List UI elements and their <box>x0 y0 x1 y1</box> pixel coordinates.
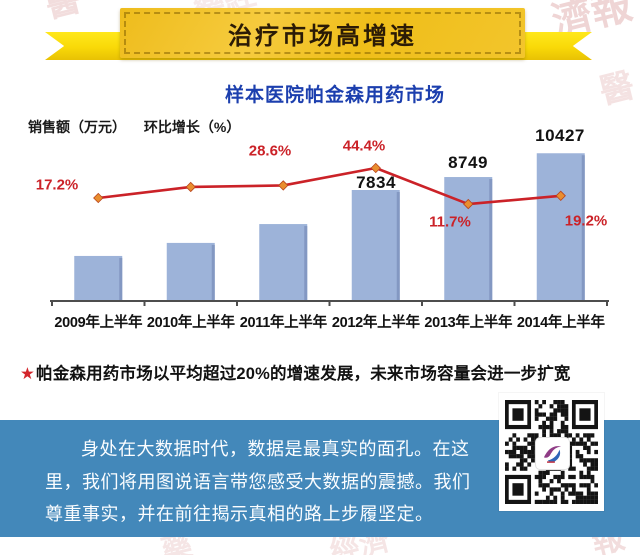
legend-growth-label: 环比增长（%） <box>143 119 241 135</box>
growth-pct-label: 19.2% <box>564 212 608 230</box>
footer-line: 尊重事实，并在前往揭示真相的路上步履坚定。 <box>45 504 434 524</box>
bar-value-label: 8749 <box>448 153 488 172</box>
qr-code <box>499 393 604 511</box>
x-label: 2011年上半年 <box>239 315 327 331</box>
title-banner: 治疗市场高增速 <box>45 8 592 60</box>
bar-value-label: 7834 <box>356 173 396 192</box>
legend-sales-label: 销售额（万元） <box>28 119 126 135</box>
footer-line: 里，我们将用图说语言带您感受大数据的震撼。我们 <box>45 471 471 492</box>
x-label: 2010年上半年 <box>146 315 235 331</box>
qr-center-logo <box>535 437 570 470</box>
footnote-text: 帕金森用药市场以平均超过20%的增速发展，未来市场容量会进一步扩宽 <box>36 365 571 383</box>
x-label: 2012年上半年 <box>331 315 420 331</box>
x-axis-ticks <box>51 301 608 306</box>
bar-value-label: 10427 <box>535 126 585 145</box>
axis-legend: 销售额（万元） 环比增长（%） <box>28 117 254 137</box>
qr-pattern <box>505 400 598 504</box>
growth-pct-label: 28.6% <box>248 142 292 160</box>
footnote: ★帕金森用药市场以平均超过20%的增速发展，未来市场容量会进一步扩宽 <box>20 360 625 384</box>
bird-logo-icon <box>543 446 562 463</box>
growth-pct-label: 44.4% <box>342 137 386 155</box>
x-label: 2013年上半年 <box>424 315 513 331</box>
x-label: 2009年上半年 <box>54 315 143 331</box>
x-label: 2014年上半年 <box>516 315 605 331</box>
line-series <box>93 162 566 210</box>
banner-panel: 治疗市场高增速 <box>120 8 525 58</box>
banner-title: 治疗市场高增速 <box>228 22 417 50</box>
footer-paragraph: 身处在大数据时代，数据是最真实的面孔。在这 里，我们将用图说语言带您感受大数据的… <box>45 433 475 531</box>
growth-pct-label: 17.2% <box>35 176 79 194</box>
footer-line: 身处在大数据时代，数据是最真实的面孔。在这 <box>81 439 470 459</box>
footer-band: 身处在大数据时代，数据是最真实的面孔。在这 里，我们将用图说语言带您感受大数据的… <box>0 420 640 537</box>
chart-title: 样本医院帕金森用药市场 <box>224 85 445 106</box>
banner-panel-border: 治疗市场高增速 <box>124 12 521 54</box>
growth-pct-label: 11.7% <box>429 213 471 231</box>
x-axis-labels: 2009年上半年 2010年上半年 2011年上半年 2012年上半年 2013… <box>52 311 607 332</box>
star-icon: ★ <box>20 365 35 383</box>
